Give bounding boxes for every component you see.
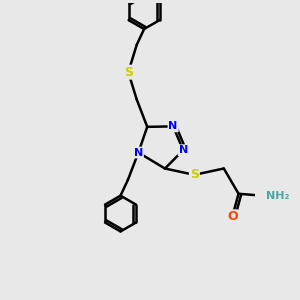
Text: N: N — [178, 145, 188, 155]
Text: O: O — [227, 210, 238, 224]
Text: N: N — [134, 148, 143, 158]
Text: NH₂: NH₂ — [266, 191, 289, 201]
Text: N: N — [169, 122, 178, 131]
Text: S: S — [190, 168, 199, 181]
Text: S: S — [124, 66, 133, 79]
